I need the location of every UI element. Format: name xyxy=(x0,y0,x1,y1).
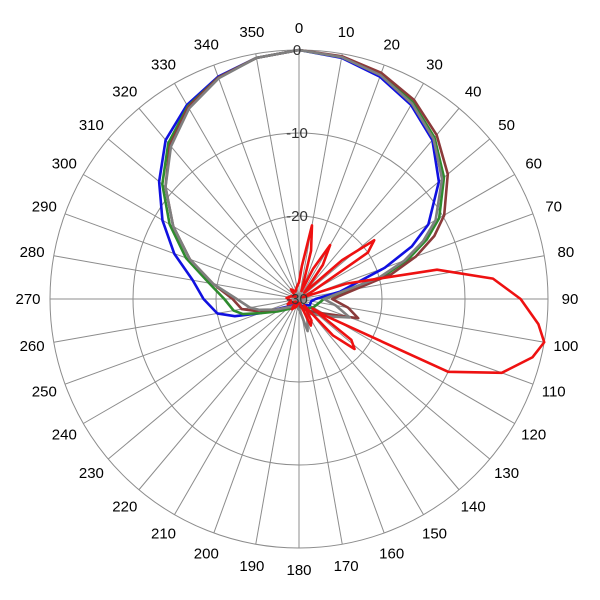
radial-tick-label: -10 xyxy=(286,125,308,142)
angle-label: 280 xyxy=(20,244,45,261)
angle-label: 30 xyxy=(426,56,443,73)
angle-label: 130 xyxy=(494,465,519,482)
grid-spoke xyxy=(298,83,424,300)
angle-label: 90 xyxy=(562,291,579,308)
angle-label: 120 xyxy=(521,427,546,444)
grid-spoke xyxy=(298,298,491,460)
angle-label: 200 xyxy=(194,546,219,563)
angle-label: 10 xyxy=(338,24,355,41)
angle-label: 110 xyxy=(542,384,566,401)
grid-spoke xyxy=(298,174,515,300)
angle-label: 150 xyxy=(422,526,447,543)
grid-spoke xyxy=(174,83,300,300)
grid-spoke xyxy=(298,298,460,491)
grid-spoke xyxy=(107,138,300,300)
grid-spoke xyxy=(298,298,343,545)
grid-spoke xyxy=(83,298,300,424)
grid-spoke xyxy=(255,53,300,300)
grid-spoke xyxy=(213,64,300,300)
grid-spoke xyxy=(298,53,343,300)
pattern-trace xyxy=(164,48,444,333)
angle-label: 310 xyxy=(79,117,104,134)
angle-label: 240 xyxy=(52,427,77,444)
angle-label: 250 xyxy=(32,384,57,401)
grid-spoke xyxy=(64,213,300,300)
grid-spoke xyxy=(53,255,300,300)
radial-labels: 0 -10 -20 -30 xyxy=(286,42,308,308)
angle-label: 140 xyxy=(461,499,486,516)
angle-label: 170 xyxy=(334,558,359,575)
angle-label: 60 xyxy=(525,156,542,173)
angle-label: 80 xyxy=(558,244,575,261)
angle-label: 270 xyxy=(15,291,40,308)
grid-spoke xyxy=(298,138,491,300)
angle-label: 340 xyxy=(194,36,219,53)
radial-tick-label: 0 xyxy=(293,42,301,59)
angle-label: 350 xyxy=(239,24,264,41)
angle-label: 220 xyxy=(112,499,137,516)
angle-label: 20 xyxy=(383,36,400,53)
grid-spokes xyxy=(50,50,548,548)
grid-spoke xyxy=(107,298,300,460)
angle-label: 300 xyxy=(52,156,77,173)
angle-label: 290 xyxy=(32,198,57,215)
grid-spoke xyxy=(298,298,424,515)
radial-tick-label: -20 xyxy=(286,208,308,225)
angle-label: 210 xyxy=(151,526,176,543)
grid-spoke xyxy=(53,298,300,343)
angle-label: 70 xyxy=(545,198,562,215)
angle-labels: 0 10 20 30 40 50 60 70 80 90 100 110 120 130 140 150 160… xyxy=(15,20,578,579)
grid-spoke xyxy=(138,298,300,491)
angle-label: 180 xyxy=(286,562,311,579)
grid-spoke xyxy=(213,298,300,534)
grid-spoke xyxy=(298,64,385,300)
angle-label: 40 xyxy=(465,83,482,100)
radial-tick-label: -30 xyxy=(286,291,308,308)
angle-label: 230 xyxy=(79,465,104,482)
angle-label: 0 xyxy=(295,20,303,37)
angle-label: 160 xyxy=(379,546,404,563)
angle-label: 260 xyxy=(20,338,45,355)
pattern-traces xyxy=(157,48,546,375)
angle-label: 50 xyxy=(498,117,515,134)
angle-label: 100 xyxy=(553,338,578,355)
grid-spoke xyxy=(83,174,300,300)
grid-spoke xyxy=(298,298,545,343)
grid-spoke xyxy=(298,298,534,385)
grid-spoke xyxy=(298,298,385,534)
angle-label: 330 xyxy=(151,56,176,73)
grid-spoke xyxy=(255,298,300,545)
angle-label: 320 xyxy=(112,83,137,100)
pattern-trace xyxy=(285,224,546,375)
grid-spoke xyxy=(174,298,300,515)
angle-label: 190 xyxy=(239,558,264,575)
